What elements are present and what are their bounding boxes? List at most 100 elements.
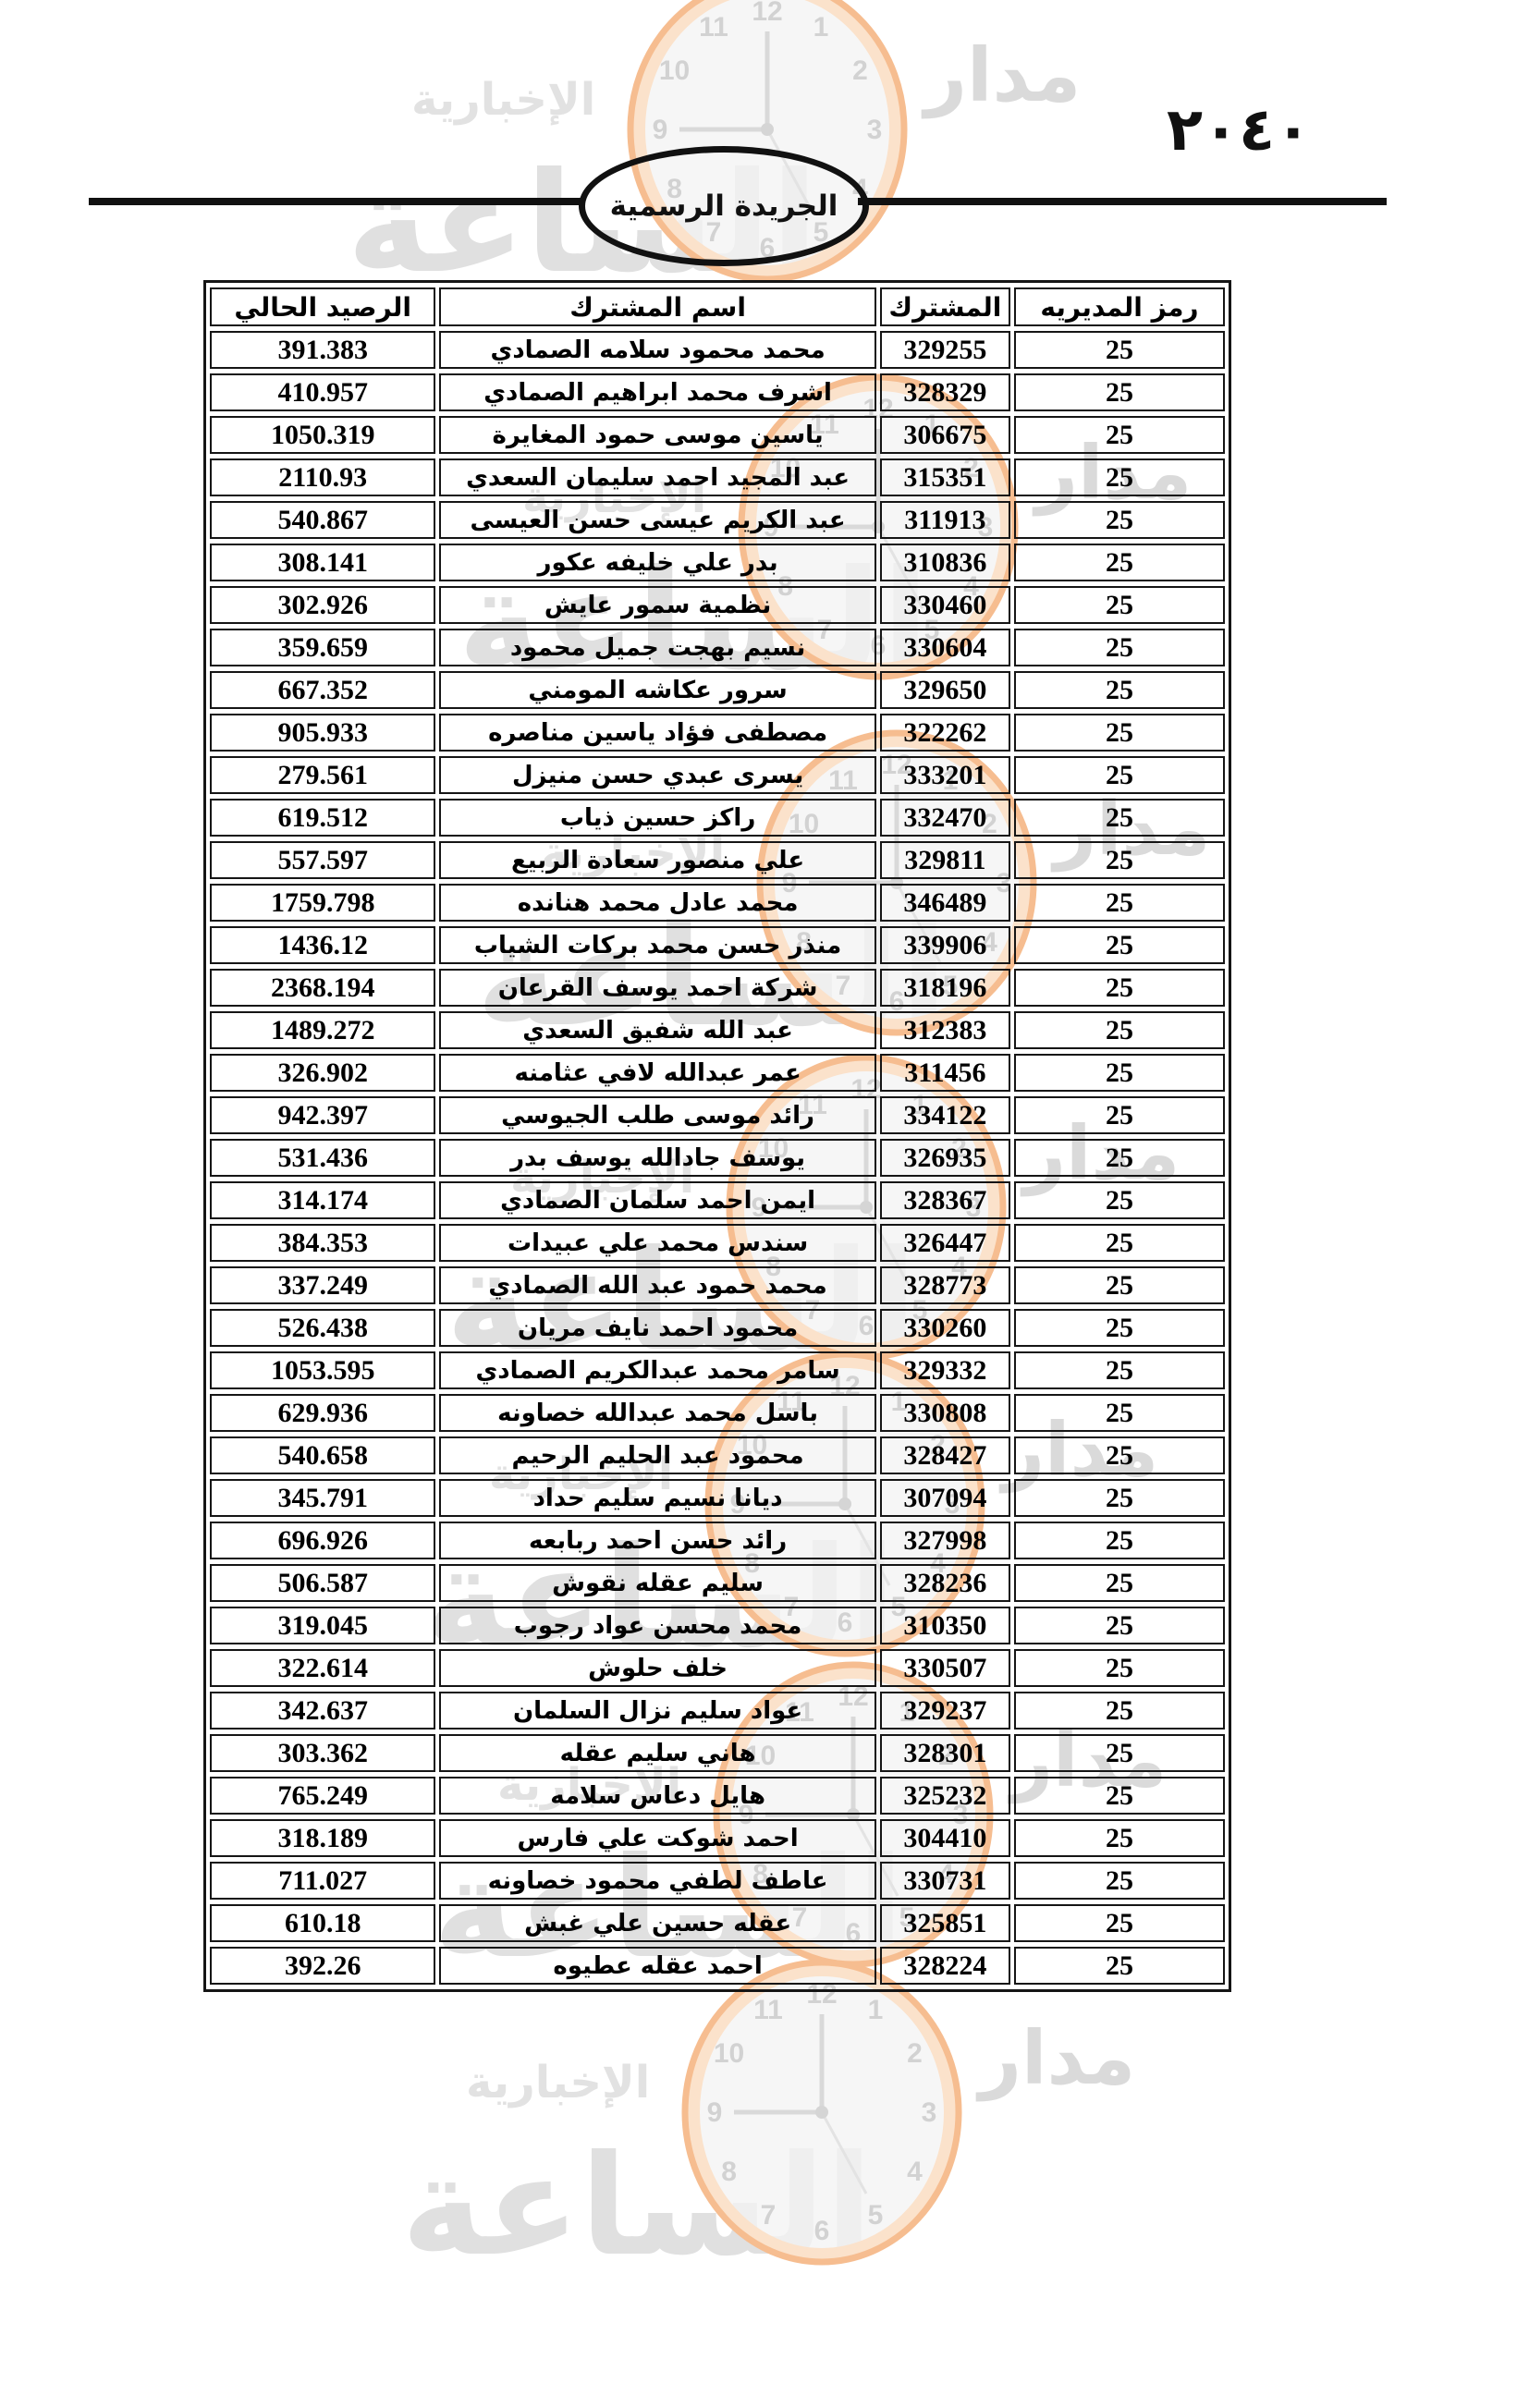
gazette-page: { "page": { "number_arabic": "٢٠٤٠", "ga… — [89, 0, 1387, 2287]
table-row: 25 328367 ايمن احمد سلمان الصمادي 314.174 — [210, 1181, 1225, 1219]
directorate-code-cell: 25 — [1013, 1607, 1225, 1644]
svg-text:12: 12 — [752, 0, 782, 27]
subscriber-number-cell: 334122 — [879, 1096, 1010, 1134]
subscriber-number-cell: 306675 — [879, 416, 1010, 454]
subscriber-name-cell: ياسين موسى حمود المغايرة — [439, 416, 876, 454]
balance-cell: 1050.319 — [210, 416, 436, 454]
directorate-code-cell: 25 — [1013, 1096, 1225, 1134]
balance-cell: 1489.272 — [210, 1011, 436, 1049]
svg-text:9: 9 — [653, 115, 668, 145]
balance-cell: 526.438 — [210, 1309, 436, 1347]
subscriber-name-cell: نظمية سمور عايش — [439, 586, 876, 624]
table-row: 25 311456 عمر عبدالله لافي عثامنه 326.902 — [210, 1054, 1225, 1092]
subscriber-number-cell: 311456 — [879, 1054, 1010, 1092]
subscriber-name-cell: راكز حسين ذياب — [439, 799, 876, 837]
balance-cell: 342.637 — [210, 1692, 436, 1730]
directorate-code-cell: 25 — [1013, 1819, 1225, 1857]
table-row: 25 327998 رائد حسن احمد ربابعه 696.926 — [210, 1522, 1225, 1559]
subscriber-name-cell: احمد عقله عطيوه — [439, 1947, 876, 1985]
subscriber-number-cell: 307094 — [879, 1479, 1010, 1517]
directorate-code-cell: 25 — [1013, 544, 1225, 581]
directorate-code-cell: 25 — [1013, 586, 1225, 624]
balance-cell: 2110.93 — [210, 458, 436, 496]
directorate-code-cell: 25 — [1013, 416, 1225, 454]
svg-text:3: 3 — [867, 115, 883, 145]
balance-cell: 765.249 — [210, 1777, 436, 1815]
subscriber-name-cell: رائد حسن احمد ربابعه — [439, 1522, 876, 1559]
balance-cell: 610.18 — [210, 1904, 436, 1942]
directorate-code-cell: 25 — [1013, 1351, 1225, 1389]
subscriber-name-cell: مصطفى فؤاد ياسين مناصره — [439, 714, 876, 752]
subscriber-name-cell: سامر محمد عبدالكريم الصمادي — [439, 1351, 876, 1389]
directorate-code-cell: 25 — [1013, 1436, 1225, 1474]
balance-cell: 905.933 — [210, 714, 436, 752]
svg-text:9: 9 — [707, 2097, 723, 2128]
directorate-code-cell: 25 — [1013, 331, 1225, 369]
balance-cell: 619.512 — [210, 799, 436, 837]
subscriber-number-cell: 328773 — [879, 1266, 1010, 1304]
directorate-code-cell: 25 — [1013, 1011, 1225, 1049]
svg-text:5: 5 — [868, 2200, 884, 2231]
svg-text:11: 11 — [753, 1995, 783, 2025]
table-header-row: رمز المديريه المشترك اسم المشترك الرصيد … — [210, 287, 1225, 326]
table-row: 25 329650 سرور عكاشه المومني 667.352 — [210, 671, 1225, 709]
table-row: 25 318196 شركة احمد يوسف القرعان 2368.194 — [210, 969, 1225, 1007]
svg-text:6: 6 — [814, 2216, 830, 2246]
subscriber-number-cell: 304410 — [879, 1819, 1010, 1857]
balance-cell: 337.249 — [210, 1266, 436, 1304]
subscriber-name-cell: محمد عادل محمد هنانده — [439, 884, 876, 922]
subscriber-name-cell: يوسف جادالله يوسف بدر — [439, 1139, 876, 1177]
balance-cell: 696.926 — [210, 1522, 436, 1559]
svg-text:7: 7 — [761, 2200, 777, 2231]
subscriber-name-cell: شركة احمد يوسف القرعان — [439, 969, 876, 1007]
subscriber-number-cell: 318196 — [879, 969, 1010, 1007]
subscriber-name-cell: عواد سليم نزال السلمان — [439, 1692, 876, 1730]
balance-cell: 308.141 — [210, 544, 436, 581]
svg-text:10: 10 — [659, 55, 690, 86]
header-rule-left — [89, 198, 584, 205]
directorate-code-cell: 25 — [1013, 629, 1225, 666]
directorate-code-cell: 25 — [1013, 1394, 1225, 1432]
balance-cell: 318.189 — [210, 1819, 436, 1857]
balance-cell: 319.045 — [210, 1607, 436, 1644]
directorate-code-cell: 25 — [1013, 1564, 1225, 1602]
directorate-code-cell: 25 — [1013, 1309, 1225, 1347]
table-row: 25 325232 هايل دعاس سلامه 765.249 — [210, 1777, 1225, 1815]
header-current-balance: الرصيد الحالي — [210, 287, 436, 326]
directorate-code-cell: 25 — [1013, 799, 1225, 837]
subscriber-number-cell: 328427 — [879, 1436, 1010, 1474]
table-row: 25 307094 ديانا نسيم سليم حداد 345.791 — [210, 1479, 1225, 1517]
table-row: 25 329255 محمد محمود سلامه الصمادي 391.383 — [210, 331, 1225, 369]
subscriber-number-cell: 329255 — [879, 331, 1010, 369]
table-row: 25 328301 هاني سليم عقله 303.362 — [210, 1734, 1225, 1772]
subscriber-name-cell: رائد موسى طلب الجيوسي — [439, 1096, 876, 1134]
subscriber-number-cell: 328329 — [879, 373, 1010, 411]
subscriber-number-cell: 330507 — [879, 1649, 1010, 1687]
directorate-code-cell: 25 — [1013, 884, 1225, 922]
table-row: 25 306675 ياسين موسى حمود المغايرة 1050.319 — [210, 416, 1225, 454]
directorate-code-cell: 25 — [1013, 1266, 1225, 1304]
subscriber-name-cell: علي منصور سعادة الربيع — [439, 841, 876, 879]
table-row: 25 330731 عاطف لطفي محمود خصاونه 711.027 — [210, 1862, 1225, 1900]
table-row: 25 333201 يسرى عبدي حسن منيزل 279.561 — [210, 756, 1225, 794]
subscriber-name-cell: عقله حسين علي غبش — [439, 1904, 876, 1942]
table-row: 25 326935 يوسف جادالله يوسف بدر 531.436 — [210, 1139, 1225, 1177]
table-row: 25 326447 سندس محمد علي عبيدات 384.353 — [210, 1224, 1225, 1262]
table-row: 25 332470 راكز حسين ذياب 619.512 — [210, 799, 1225, 837]
directorate-code-cell: 25 — [1013, 714, 1225, 752]
subscriber-number-cell: 326935 — [879, 1139, 1010, 1177]
svg-text:2: 2 — [907, 2038, 923, 2069]
balance-cell: 667.352 — [210, 671, 436, 709]
subscriber-name-cell: ايمن احمد سلمان الصمادي — [439, 1181, 876, 1219]
table-row: 25 328329 اشرف محمد ابراهيم الصمادي 410.957 — [210, 373, 1225, 411]
subscriber-number-cell: 329650 — [879, 671, 1010, 709]
subscriber-name-cell: باسل محمد عبدالله خصاونه — [439, 1394, 876, 1432]
subscriber-name-cell: سليم عقله نقوش — [439, 1564, 876, 1602]
header-directorate-code: رمز المديريه — [1013, 287, 1225, 326]
table-row: 25 330604 نسيم بهجت جميل محمود 359.659 — [210, 629, 1225, 666]
directorate-code-cell: 25 — [1013, 969, 1225, 1007]
directorate-code-cell: 25 — [1013, 1181, 1225, 1219]
table-row: 25 329237 عواد سليم نزال السلمان 342.637 — [210, 1692, 1225, 1730]
subscriber-name-cell: عاطف لطفي محمود خصاونه — [439, 1862, 876, 1900]
balance-cell: 384.353 — [210, 1224, 436, 1262]
